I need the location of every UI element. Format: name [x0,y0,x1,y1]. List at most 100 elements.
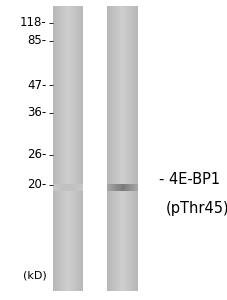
Bar [74,6,75,291]
Bar [57,184,58,191]
Bar [63,6,64,291]
Bar [118,6,119,291]
Bar [56,184,57,191]
Bar [65,6,66,291]
Bar [120,184,121,191]
Bar [135,6,136,291]
Bar [137,6,138,291]
Bar [109,184,110,191]
Bar [62,6,63,291]
Bar [119,6,120,291]
Bar [55,184,56,191]
Bar [60,184,61,191]
Bar [111,6,112,291]
Bar [81,184,82,191]
Bar [127,6,128,291]
Bar [107,184,108,191]
Bar [73,6,74,291]
Bar [131,6,132,291]
Bar [68,6,69,291]
Bar [55,6,56,291]
Bar [110,6,111,291]
Bar [69,6,70,291]
Bar [121,184,122,191]
Bar [54,184,55,191]
Bar [131,184,132,191]
Bar [70,6,71,291]
Bar [58,184,59,191]
Bar [75,184,76,191]
Bar [65,184,66,191]
Bar [82,184,84,191]
Bar [124,184,125,191]
Bar [76,184,77,191]
Bar [113,6,114,291]
Bar [61,184,62,191]
Bar [82,6,83,291]
Bar [59,184,60,191]
Bar [129,6,130,291]
Bar [136,184,137,191]
Text: 118-: 118- [20,16,47,29]
Bar [107,6,108,291]
Bar [80,184,81,191]
Bar [60,6,61,291]
Bar [70,184,71,191]
Bar [72,184,73,191]
Bar [112,6,113,291]
Bar [77,184,78,191]
Bar [122,184,123,191]
Bar [125,184,126,191]
Bar [134,184,135,191]
Bar [80,6,81,291]
Bar [77,6,78,291]
Bar [83,6,84,291]
Text: 20-: 20- [27,178,47,191]
Bar [112,184,114,191]
Bar [67,6,68,291]
Bar [128,6,129,291]
Bar [81,6,82,291]
Bar [136,6,137,291]
Bar [61,6,62,291]
Text: (pThr45): (pThr45) [166,201,227,216]
Bar [67,184,68,191]
Bar [130,6,131,291]
Bar [62,184,63,191]
Text: - 4E-BP1: - 4E-BP1 [159,172,220,188]
Bar [66,184,67,191]
Bar [54,6,55,291]
Bar [129,184,130,191]
Bar [57,6,58,291]
Bar [122,6,123,291]
Bar [72,6,73,291]
Bar [123,184,124,191]
Bar [125,6,126,291]
Bar [110,184,111,191]
Bar [53,184,54,191]
Bar [126,184,127,191]
Bar [109,6,110,291]
Text: 85-: 85- [27,34,47,47]
Bar [121,6,122,291]
Bar [108,184,109,191]
Bar [64,6,65,291]
Bar [115,6,116,291]
Bar [133,6,134,291]
Bar [114,6,115,291]
Bar [128,184,129,191]
Bar [58,6,59,291]
Bar [111,184,112,191]
Bar [56,6,57,291]
Bar [71,6,72,291]
Bar [68,184,69,191]
Bar [135,184,136,191]
Bar [114,184,115,191]
Bar [76,6,77,291]
Bar [120,6,121,291]
Bar [66,6,67,291]
Bar [123,6,124,291]
Bar [53,6,54,291]
Bar [71,184,72,191]
Bar [69,184,70,191]
